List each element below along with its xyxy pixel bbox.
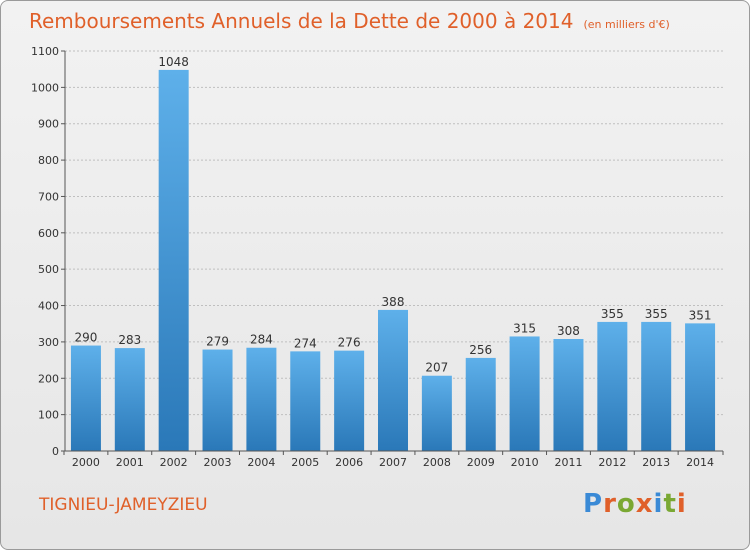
x-tick-label-2002: 2002 <box>160 456 188 469</box>
data-label-2002: 1048 <box>158 55 189 69</box>
y-tick-label: 600 <box>38 227 59 240</box>
y-axis-ticks: 0 100 200 300 400 500 600 700 800 900 1000 1100 <box>31 45 65 458</box>
bar-2005 <box>290 351 321 451</box>
bar-2010 <box>509 336 540 451</box>
x-tick-label-2005: 2005 <box>291 456 319 469</box>
y-tick-label: 800 <box>38 154 59 167</box>
data-label-2014: 351 <box>689 308 712 322</box>
x-tick-label-2010: 2010 <box>511 456 539 469</box>
bar-2009 <box>465 357 496 451</box>
data-label-2004: 284 <box>250 333 273 347</box>
data-labels: 290 283 1048 279 284 274 276 388 207 256 315 308 355… <box>74 55 711 375</box>
x-tick-label-2014: 2014 <box>686 456 714 469</box>
data-label-2008: 207 <box>425 361 448 375</box>
y-tick-label: 500 <box>38 263 59 276</box>
bar-2011 <box>553 339 584 451</box>
y-tick-label: 100 <box>38 409 59 422</box>
data-label-2009: 256 <box>469 343 492 357</box>
chart-title: Remboursements Annuels de la Dette de 20… <box>29 9 670 33</box>
logo-letter: x <box>635 489 654 519</box>
data-label-2011: 308 <box>557 324 580 338</box>
data-label-2012: 355 <box>601 307 624 321</box>
x-tick-label-2008: 2008 <box>423 456 451 469</box>
proxiti-logo: Proxiti <box>583 489 687 519</box>
x-tick-label-2007: 2007 <box>379 456 407 469</box>
commune-name: TIGNIEU-JAMEYZIEU <box>39 495 208 515</box>
x-tick-label-2012: 2012 <box>598 456 626 469</box>
y-tick-label: 0 <box>52 445 59 458</box>
logo-letter: t <box>663 489 677 519</box>
bar-2012 <box>597 321 628 451</box>
bar-2007 <box>378 309 408 451</box>
y-tick-label: 900 <box>38 118 59 131</box>
bar-chart: 0 100 200 300 400 500 600 700 800 900 1000 1100 290… <box>31 45 724 469</box>
logo-letter: P <box>583 489 604 519</box>
x-axis-ticks: 2000 2001 2002 2003 2004 2005 2006 2007 2008 2009… <box>63 451 724 469</box>
data-label-2000: 290 <box>74 331 97 345</box>
data-label-2007: 388 <box>382 295 405 309</box>
x-tick-label-2009: 2009 <box>467 456 495 469</box>
bar-2004 <box>246 347 277 451</box>
bar-2002 <box>158 69 189 451</box>
x-tick-label-2001: 2001 <box>116 456 144 469</box>
y-tick-label: 400 <box>38 300 59 313</box>
bar-2008 <box>421 375 452 451</box>
chart-subtitle: (en milliers d'€) <box>583 18 670 31</box>
data-label-2005: 274 <box>294 336 317 350</box>
chart-title-text: Remboursements Annuels de la Dette de 20… <box>29 9 574 33</box>
y-tick-label: 200 <box>38 372 59 385</box>
data-label-2013: 355 <box>645 307 668 321</box>
y-tick-label: 1000 <box>31 81 59 94</box>
bar-2000 <box>70 345 101 451</box>
x-tick-label-2011: 2011 <box>554 456 582 469</box>
bar-2014 <box>685 323 716 451</box>
x-tick-label-2013: 2013 <box>642 456 670 469</box>
y-tick-label: 1100 <box>31 45 59 58</box>
logo-letter: o <box>616 489 636 519</box>
logo-letter: r <box>603 489 617 519</box>
y-tick-label: 700 <box>38 190 59 203</box>
data-label-2010: 315 <box>513 321 536 335</box>
bars <box>70 69 716 451</box>
data-label-2006: 276 <box>338 336 361 350</box>
bar-2001 <box>114 348 145 451</box>
y-tick-label: 300 <box>38 336 59 349</box>
data-label-2003: 279 <box>206 335 229 349</box>
bar-2013 <box>641 321 672 451</box>
data-label-2001: 283 <box>118 333 141 347</box>
x-tick-label-2000: 2000 <box>72 456 100 469</box>
x-tick-label-2004: 2004 <box>247 456 275 469</box>
bar-2003 <box>202 349 233 451</box>
bar-2006 <box>334 350 365 451</box>
x-tick-label-2003: 2003 <box>204 456 232 469</box>
logo-letter: i <box>653 489 664 519</box>
logo-letter: i <box>676 489 687 519</box>
x-tick-label-2006: 2006 <box>335 456 363 469</box>
